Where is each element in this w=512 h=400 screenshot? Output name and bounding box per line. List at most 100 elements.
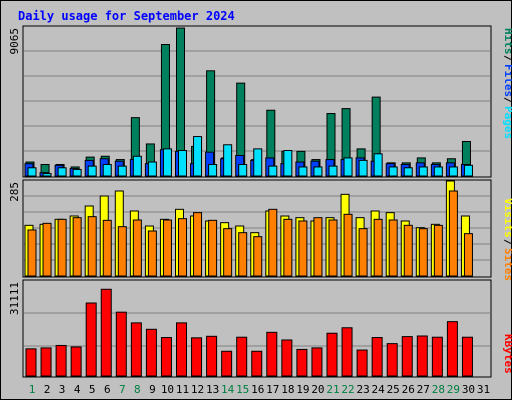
kbytes-bar [356,349,368,377]
sites-bar [72,217,82,277]
legend-sites: Sites [502,248,512,281]
kbytes-bar [85,302,97,377]
kbytes-bar [296,348,308,377]
pages-bar [87,165,97,177]
visits-y-max-label: 285 [8,182,21,202]
pages-bar [433,166,443,177]
legend-files-wrap: Files [502,64,512,97]
sites-bar [448,190,458,277]
sites-bar [328,219,338,277]
sites-bar [403,224,413,277]
pages-bar [313,166,323,177]
kbytes-bar [401,336,413,377]
pages-bar [193,136,203,177]
hits-y-max-label: 9065 [8,28,21,55]
pages-bar [343,157,353,177]
legend-sites-wrap: Sites [502,248,512,281]
kbytes-bar [130,322,142,377]
pages-bar [448,166,458,177]
x-tick-label: 13 [206,383,219,396]
sites-bar [132,219,142,277]
sites-bar [463,233,473,277]
kbytes-bar [311,347,323,377]
x-tick-label: 31 [477,383,490,396]
sites-bar [253,236,263,277]
x-tick-label: 25 [387,383,400,396]
x-tick-label: 9 [149,383,156,396]
x-tick-label: 11 [176,383,189,396]
kbytes-bar [416,335,428,377]
pages-bar [283,150,293,177]
pages-bar [117,165,127,177]
x-axis-day-labels: 1 2 3 4 5 6 7 8 9 10 11 12 13 14 15 16 17 18 19 20 21 22 23 24 2… [29,383,490,396]
x-tick-label: 30 [462,383,475,396]
kbytes-bar [25,348,37,377]
x-tick-label: 2 [44,383,51,396]
x-tick-label: 4 [74,383,81,396]
pages-bar [388,166,398,177]
legend-visits-wrap: Visits [502,198,512,238]
kbytes-bar [431,336,443,377]
x-tick-label: 8 [134,383,141,396]
legend-visits: Visits [502,198,512,238]
pages-bar [178,150,187,177]
pages-bar [208,163,218,177]
kbytes-bar [326,332,338,377]
pages-bar [253,148,263,177]
kbytes-bar [371,337,383,377]
kbytes-bar [446,321,458,377]
kbytes-bar [236,336,248,377]
legend-files: Files [502,64,512,97]
x-tick-label: 20 [311,383,324,396]
sites-bar [343,213,353,277]
sites-bar [223,228,233,277]
kbytes-bar [145,328,157,377]
pages-bar [238,163,248,177]
x-tick-label: 24 [372,383,386,396]
pages-bar [72,168,82,177]
sites-bar [87,216,97,277]
legend-pages: Pages [502,106,512,139]
sites-bar [27,229,37,277]
sites-bar [208,219,218,277]
sites-bar [313,217,323,277]
kbytes-bar [461,336,473,377]
sites-bar [162,219,172,277]
chart-title: Daily usage for September 2024 [18,9,235,23]
sites-bar [433,224,443,277]
pages-bar [358,159,368,177]
legend-pages-files-hits: Hits [502,28,512,55]
kbytes-bar [281,339,293,377]
kbytes-y-max-label: 31111 [8,282,21,315]
pages-bar [132,155,142,177]
x-tick-label: 5 [89,383,96,396]
sites-bar [283,218,293,277]
pages-bar [27,167,37,177]
pages-bar [102,163,112,177]
pages-bar [373,153,383,177]
sites-bar [57,218,67,277]
kbytes-bar [176,322,187,377]
pages-bar [223,144,233,177]
pages-bar [418,166,428,177]
kbytes-bar [115,311,127,377]
sites-bar [193,212,203,277]
sites-bar [268,208,278,277]
legend-top-sep1: / [502,97,512,104]
legend-kbytes: KBytes [502,334,512,374]
x-tick-label: 14 [221,383,235,396]
kbytes-bar [221,350,233,377]
legend-top-sep2: / [502,55,512,62]
pages-bar [463,164,473,177]
kbytes-bar [191,337,203,377]
x-tick-label: 1 [29,383,36,396]
kbytes-bar [160,337,172,377]
kbytes-bar [100,288,112,377]
x-tick-label: 15 [236,383,249,396]
x-tick-label: 26 [402,383,415,396]
pages-bar [403,167,413,177]
x-tick-label: 22 [341,383,354,396]
legend-kbytes-wrap: KBytes [502,334,512,374]
pages-bar [57,167,67,177]
